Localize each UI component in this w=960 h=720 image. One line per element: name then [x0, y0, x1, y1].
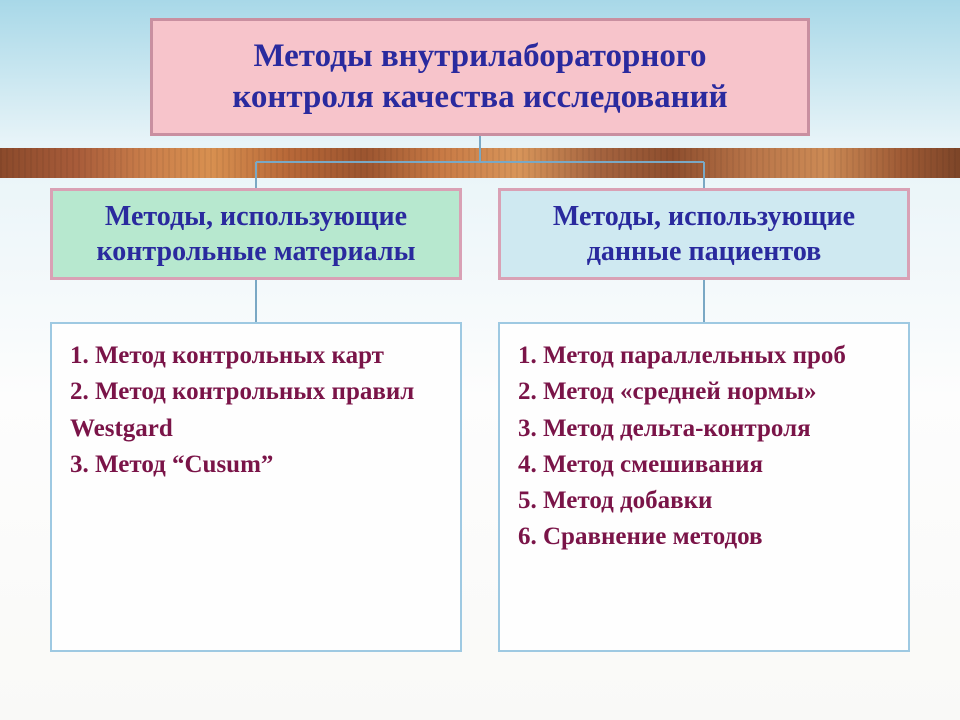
list-item: Метод дельта-контроля: [518, 411, 846, 447]
list-items: Метод контрольных картМетод контрольных …: [70, 338, 442, 483]
methods-list-patient-data: Метод параллельных пробМетод «средней но…: [498, 322, 910, 652]
list-items: Метод параллельных пробМетод «средней но…: [518, 338, 846, 556]
header-line1: Методы внутрилабораторного: [253, 36, 706, 77]
list-item: Метод параллельных проб: [518, 338, 846, 374]
branch-title-line1: Методы, использующие: [105, 199, 407, 234]
list-item: Сравнение методов: [518, 519, 846, 555]
branch-box-patient-data: Методы, использующие данные пациентов: [498, 188, 910, 280]
branch-title-line2: данные пациентов: [587, 234, 822, 269]
list-item: Метод смешивания: [518, 447, 846, 483]
header-box: Методы внутрилабораторного контроля каче…: [150, 18, 810, 136]
branch-title-line1: Методы, использующие: [553, 199, 855, 234]
branch-title-line2: контрольные материалы: [97, 234, 416, 269]
list-item: Метод контрольных правил Westgard: [70, 374, 442, 447]
list-item: Метод добавки: [518, 483, 846, 519]
list-item: Метод контрольных карт: [70, 338, 442, 374]
methods-list-control-materials: Метод контрольных картМетод контрольных …: [50, 322, 462, 652]
diagram-slide: Методы внутрилабораторного контроля каче…: [0, 0, 960, 720]
branch-box-control-materials: Методы, использующие контрольные материа…: [50, 188, 462, 280]
list-item: Метод “Cusum”: [70, 447, 442, 483]
header-line2: контроля качества исследований: [232, 77, 727, 118]
list-item: Метод «средней нормы»: [518, 374, 846, 410]
